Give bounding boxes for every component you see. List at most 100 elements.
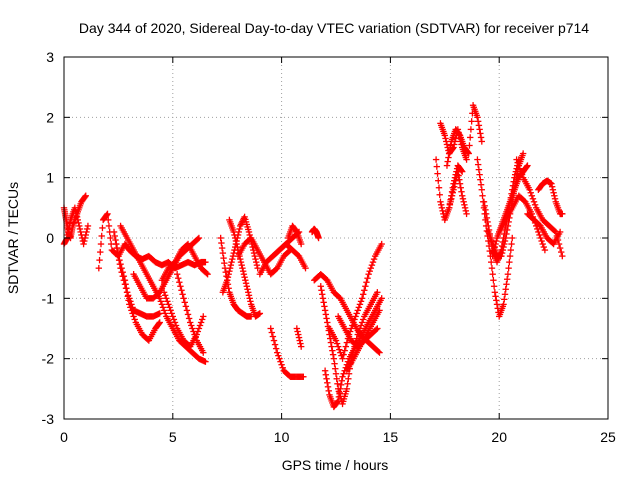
data-point-interp: [81, 193, 89, 200]
data-point-interp: [336, 389, 343, 397]
data-point-interp: [112, 236, 119, 244]
data-point: [95, 264, 103, 272]
data-point-interp: [237, 258, 245, 266]
data-point-interp: [296, 337, 303, 344]
data-point-interp: [115, 252, 122, 260]
data-point-interp: [488, 258, 495, 266]
data-point-interp: [436, 191, 443, 198]
data-point: [474, 114, 481, 121]
data-point-interp: [119, 273, 126, 280]
data-point-interp: [488, 264, 496, 272]
y-tick-label: 2: [46, 109, 54, 125]
x-tick-label: 20: [491, 429, 507, 445]
data-point-interp: [529, 195, 537, 202]
data-point-interp: [459, 195, 467, 202]
data-point-interp: [115, 256, 123, 264]
data-point-interp: [363, 279, 370, 286]
data-point-interp: [292, 227, 300, 235]
data-point-interp: [197, 319, 205, 326]
data-point-interp: [218, 239, 225, 247]
data-point: [489, 252, 496, 260]
data-point: [559, 210, 566, 218]
data-point-interp: [279, 364, 286, 371]
data-point-interp: [503, 281, 510, 288]
data-point-interp: [241, 274, 248, 281]
data-point-interp: [329, 351, 337, 358]
data-point-interp: [476, 126, 483, 133]
data-point-interp: [127, 298, 134, 305]
data-point-interp: [295, 331, 302, 338]
data-point-interp: [528, 192, 536, 199]
data-point-interp: [242, 277, 249, 284]
data-point-interp: [244, 286, 251, 293]
data-point: [478, 186, 485, 193]
data-point-interp: [373, 326, 380, 333]
data-point-interp: [498, 249, 506, 257]
data-point-interp: [342, 343, 349, 350]
data-point-interp: [232, 237, 240, 245]
data-point-interp: [335, 393, 343, 401]
data-point-interp: [111, 232, 118, 240]
data-point: [267, 325, 274, 332]
data-point-interp: [331, 360, 338, 367]
data-point-interp: [350, 319, 357, 326]
data-point-interp: [245, 289, 252, 296]
data-point-interp: [120, 277, 128, 284]
data-point-interp: [172, 322, 180, 329]
data-point: [302, 264, 309, 272]
data-point-interp: [272, 345, 280, 352]
data-point-interp: [458, 188, 465, 195]
data-point: [541, 246, 549, 254]
data-point-interp: [442, 135, 449, 142]
data-point-interp: [122, 285, 130, 292]
data-point-interp: [505, 264, 512, 272]
data-point-interp: [182, 303, 190, 310]
x-axis-label: GPS time / hours: [282, 457, 389, 473]
data-point-interp: [238, 261, 245, 269]
data-point-interp: [337, 385, 344, 393]
data-point-interp: [551, 195, 559, 202]
data-point-interp: [460, 198, 467, 205]
data-point-interp: [549, 186, 557, 193]
data-point-interp: [477, 181, 485, 188]
data-point: [524, 162, 531, 169]
data-point-interp: [501, 291, 509, 298]
data-point-interp: [466, 134, 474, 141]
data-point-interp: [234, 243, 241, 251]
data-point-interp: [159, 304, 167, 311]
data-point-interp: [74, 216, 81, 224]
data-point: [485, 222, 492, 230]
data-point-interp: [490, 277, 497, 284]
data-point-interp: [502, 286, 509, 293]
data-point: [491, 289, 499, 296]
data-point-interp: [338, 377, 346, 384]
data-point: [376, 307, 383, 314]
data-point-interp: [477, 130, 484, 137]
data-point-interp: [443, 141, 451, 148]
data-point-interp: [124, 292, 132, 299]
data-point: [535, 228, 542, 236]
data-point-interp: [452, 177, 459, 184]
data-point-interp: [269, 333, 277, 340]
data-point-interp: [332, 370, 340, 377]
data-point-interp: [503, 226, 511, 234]
data-point-interp: [366, 267, 373, 275]
data-point: [509, 234, 516, 242]
data-point-interp: [75, 219, 82, 227]
data-point-interp: [355, 328, 363, 335]
data-point: [498, 252, 505, 260]
x-tick-labels: 0 5 10 15 20 25: [60, 429, 616, 445]
data-point: [556, 228, 564, 236]
data-point-interp: [517, 168, 525, 175]
y-tick-label: -2: [42, 351, 55, 367]
data-point-interp: [361, 287, 368, 294]
data-point: [365, 271, 372, 278]
data-point: [317, 283, 324, 290]
data-point-interp: [355, 304, 363, 311]
data-point-interp: [233, 240, 240, 248]
data-point-interp: [337, 381, 345, 389]
data-point-interp: [188, 322, 195, 329]
data-point-interp: [184, 311, 192, 318]
data-point-interp: [203, 269, 210, 277]
data-point-interp: [357, 298, 365, 305]
